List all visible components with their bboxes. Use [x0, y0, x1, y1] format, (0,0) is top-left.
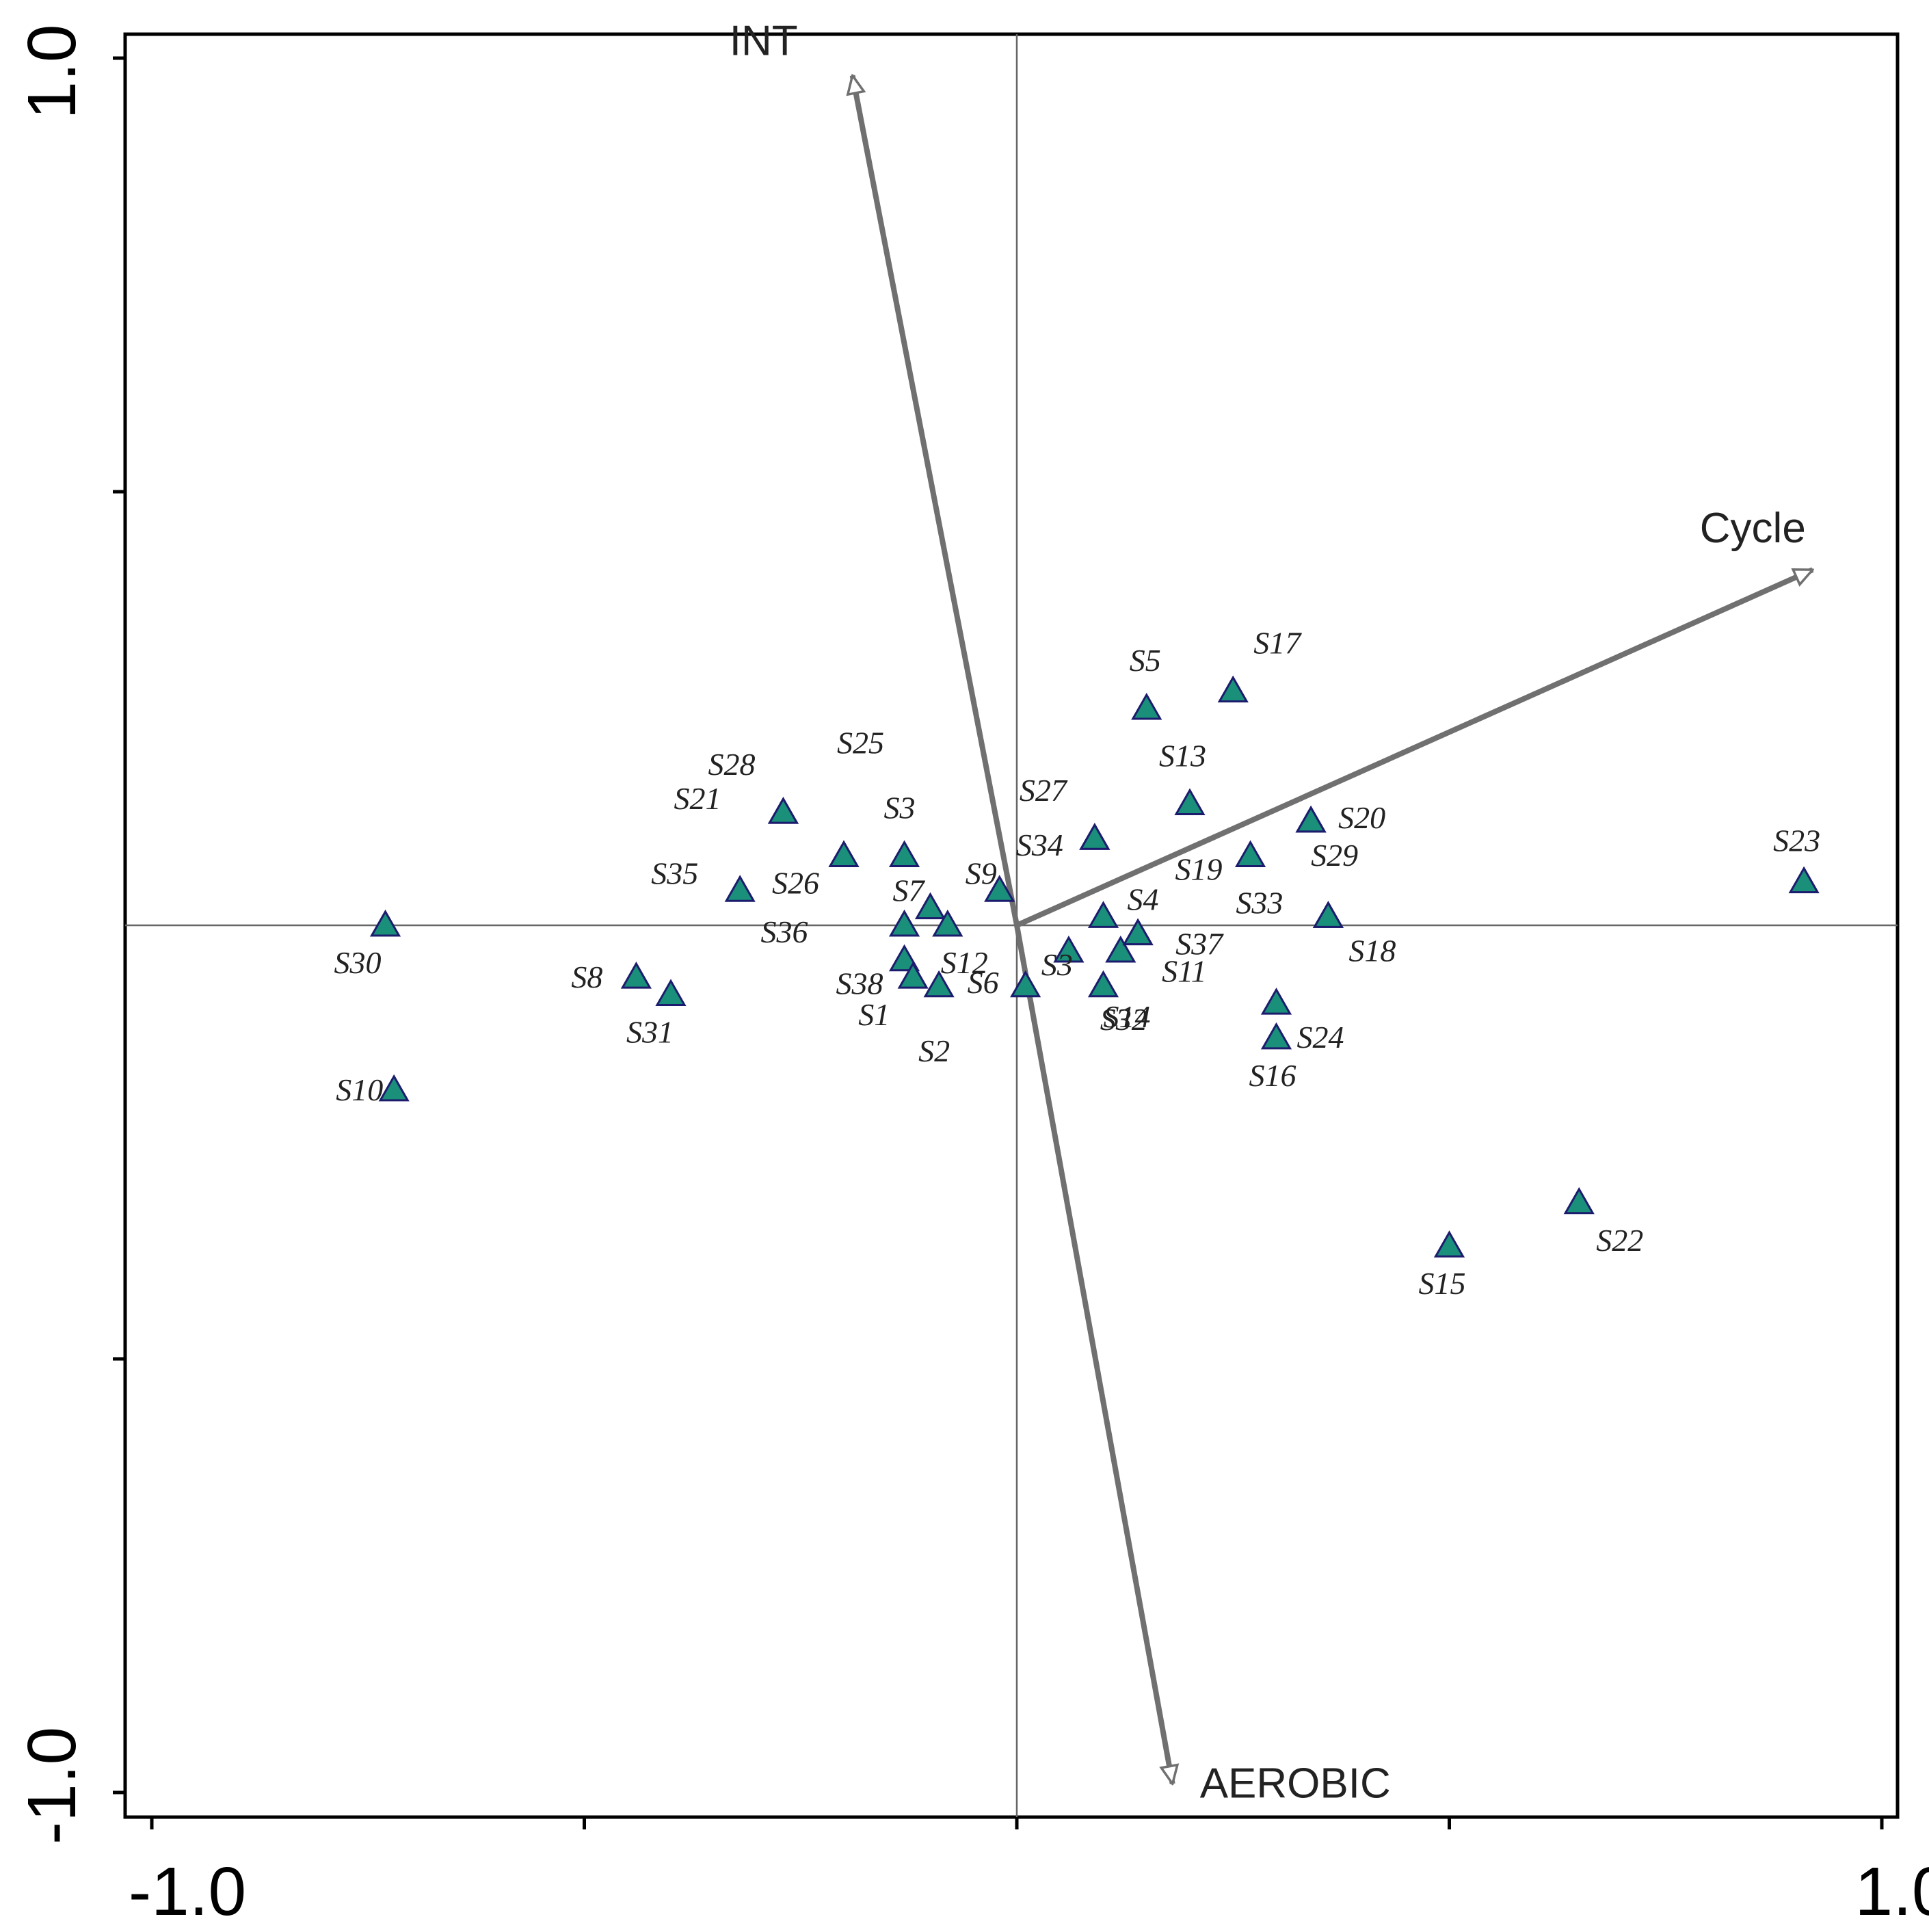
vector-label-int: INT — [730, 17, 798, 64]
point-label-s17-27: S17 — [1253, 626, 1302, 661]
point-label-s35-4: S35 — [651, 856, 698, 890]
point-label-s33-32: S33 — [1236, 885, 1283, 920]
point-label-s15-36: S15 — [1419, 1266, 1466, 1301]
point-marker-s18-33 — [1312, 901, 1344, 928]
point-label-s7-11: S7 — [893, 873, 926, 908]
point-marker-s1-14 — [897, 962, 929, 989]
point-marker-s14-22 — [1087, 970, 1119, 998]
point-label-s24-34: S24 — [1297, 1020, 1344, 1055]
point-marker-s31-3 — [655, 979, 687, 1006]
point-marker-s19-29 — [1234, 840, 1266, 868]
point-label-s34-19: S34 — [1016, 828, 1063, 862]
point-marker-s9-10 — [984, 875, 1015, 902]
point-label-s4-20: S4 — [1128, 882, 1159, 916]
point-label-s10-1: S10 — [336, 1072, 383, 1107]
point-label-s23-38: S23 — [1773, 823, 1820, 858]
x-tick-label-0: -1.0 — [129, 1853, 246, 1930]
point-label-s32-23: S32 — [1100, 1002, 1147, 1037]
point-marker-s21-6 — [767, 797, 799, 824]
vector-label-aerobic: AEROBIC — [1200, 1760, 1391, 1807]
point-marker-s36-12 — [888, 909, 920, 937]
point-marker-s17-27 — [1217, 675, 1249, 703]
point-label-s3-21: S3 — [1041, 947, 1073, 982]
point-label-s37-24: S37 — [1175, 927, 1224, 962]
point-label-s31-3: S31 — [626, 1014, 674, 1049]
vector-label-cycle: Cycle — [1700, 505, 1806, 552]
point-marker-s15-36 — [1433, 1230, 1465, 1258]
point-marker-s24-34 — [1260, 988, 1292, 1015]
point-label-s29-31: S29 — [1311, 838, 1358, 873]
vector-int — [853, 75, 1020, 926]
point-marker-s2-15 — [923, 970, 955, 998]
point-label-s13-28: S13 — [1159, 738, 1206, 773]
point-marker-s3-21 — [1053, 936, 1085, 963]
point-marker-s35-4 — [724, 875, 756, 902]
point-label-s9-10: S9 — [966, 856, 997, 890]
point-marker-s38-13 — [888, 944, 920, 972]
y-tick-label-0: -1.0 — [14, 1727, 90, 1844]
point-marker-s30-0 — [369, 909, 401, 937]
point-label-s27-18: S27 — [1020, 773, 1068, 808]
point-marker-s26-8 — [828, 840, 860, 868]
point-label-s26-8: S26 — [772, 866, 819, 901]
point-marker-s3-9 — [888, 840, 920, 868]
point-label-s5-26: S5 — [1130, 643, 1161, 678]
point-label-s19-29: S19 — [1175, 852, 1223, 887]
point-label-s38-13: S38 — [836, 966, 883, 1001]
point-marker-s11-25 — [1122, 918, 1154, 946]
point-marker-s8-2 — [620, 962, 652, 989]
point-label-s28-5: S28 — [708, 747, 755, 782]
y-tick-label-1: 1.0 — [14, 24, 90, 119]
point-label-s1-14: S1 — [858, 997, 890, 1032]
point-marker-s29-31 — [1295, 805, 1327, 833]
point-label-s2-15: S2 — [918, 1033, 950, 1068]
point-label-s8-2: S8 — [571, 960, 602, 994]
point-label-s16-35: S16 — [1249, 1058, 1296, 1093]
point-marker-s16-35 — [1260, 1022, 1292, 1050]
point-marker-s4-20 — [1087, 901, 1119, 928]
point-label-s18-33: S18 — [1348, 933, 1396, 968]
point-label-s11-25: S11 — [1162, 954, 1207, 989]
point-marker-s6-17 — [1010, 970, 1041, 998]
point-marker-s13-28 — [1174, 788, 1206, 815]
point-marker-s7-11 — [914, 892, 946, 920]
point-marker-s12-16 — [932, 909, 963, 937]
point-marker-s5-26 — [1131, 692, 1162, 720]
point-label-s3-9: S3 — [884, 791, 916, 825]
point-marker-s10-1 — [378, 1074, 410, 1102]
point-marker-s23-38 — [1788, 866, 1820, 894]
point-label-s36-12: S36 — [761, 914, 808, 949]
point-marker-s32-23 — [1105, 936, 1136, 963]
point-label-s12-16: S12 — [941, 945, 988, 980]
point-label-s20-30: S20 — [1338, 800, 1385, 835]
point-label-s21-6: S21 — [674, 781, 721, 816]
point-label-s14-22: S14 — [1104, 999, 1151, 1034]
point-label-s30-0: S30 — [334, 945, 382, 980]
vector-aerobic — [1014, 925, 1173, 1784]
point-marker-s34-19 — [1079, 823, 1110, 850]
vector-cycle — [1015, 567, 1813, 928]
point-label-s6-17: S6 — [968, 965, 999, 1000]
point-label-s25-7: S25 — [837, 726, 884, 760]
point-marker-s22-37 — [1563, 1187, 1595, 1215]
point-label-s22-37: S22 — [1596, 1223, 1643, 1258]
x-tick-label-1: 1.0 — [1854, 1853, 1929, 1930]
